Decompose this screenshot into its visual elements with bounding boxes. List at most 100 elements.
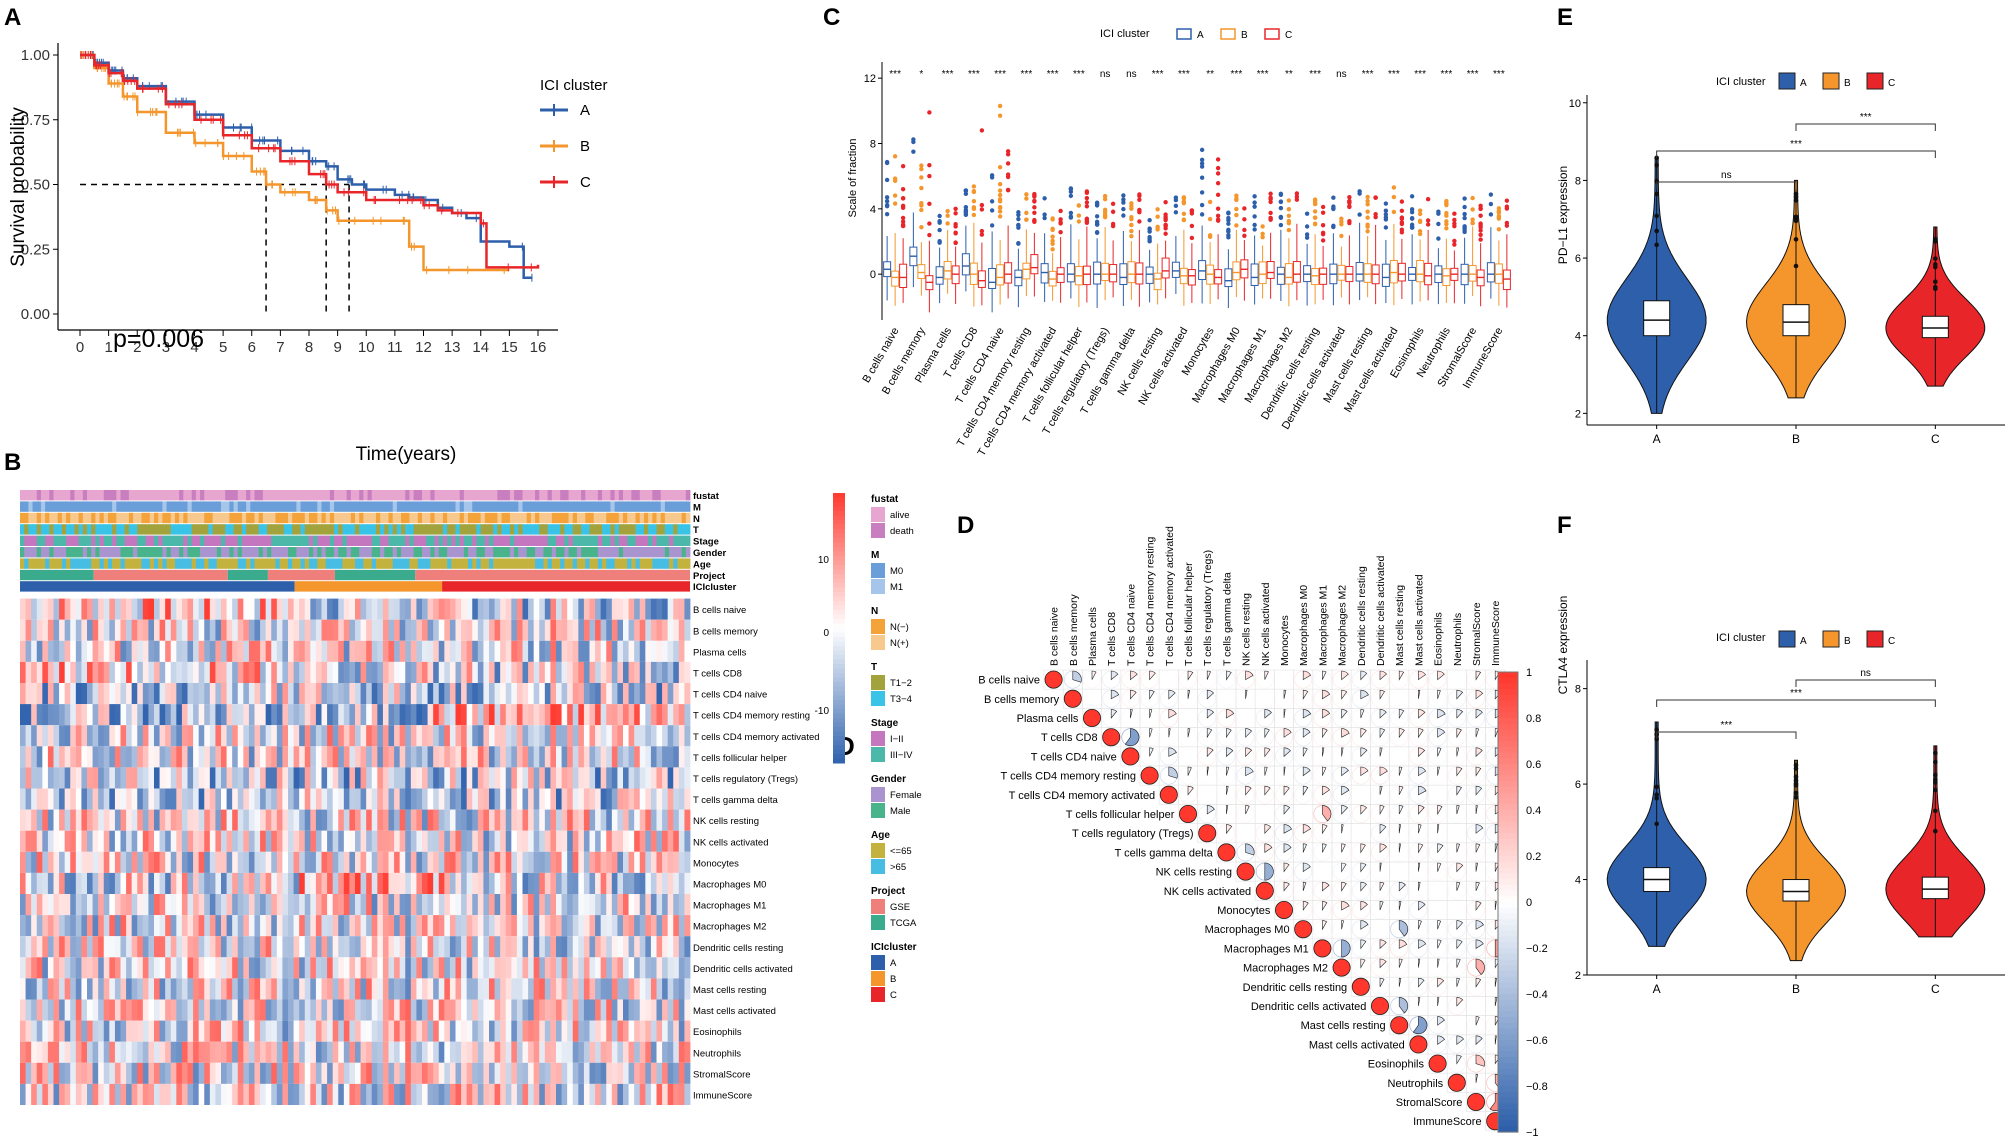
heatmap-cell	[662, 1062, 669, 1084]
annotation-cell	[493, 524, 498, 535]
heatmap-cell	[232, 619, 239, 641]
annotation-cell	[380, 501, 385, 512]
heatmap-cell	[176, 1020, 183, 1042]
heatmap-cell	[98, 936, 105, 958]
heatmap-cell	[416, 746, 423, 768]
box-outlier-C	[1137, 192, 1142, 197]
heatmap-cell	[47, 1083, 54, 1105]
heatmap-cell	[131, 872, 138, 894]
heatmap-cell	[455, 619, 462, 641]
annotation-cell	[589, 547, 595, 558]
heatmap-cell	[293, 598, 300, 620]
heatmap-cell	[528, 661, 535, 683]
box-outlier-A	[1199, 212, 1205, 217]
heatmap-cell	[528, 915, 535, 937]
annotation-cell	[489, 558, 494, 569]
heatmap-cell	[489, 830, 495, 852]
heatmap-cell	[483, 725, 490, 747]
heatmap-cell	[645, 851, 652, 873]
heatmap-cell	[198, 1083, 205, 1105]
heatmap-cell	[394, 851, 401, 873]
heatmap-cell	[64, 725, 71, 747]
annotation-cell	[78, 501, 84, 512]
heatmap-cell	[165, 746, 172, 768]
annotation-cell	[392, 547, 398, 558]
heatmap-cell	[355, 1062, 361, 1084]
heatmap-cell	[500, 809, 507, 831]
annotation-cell	[78, 535, 84, 546]
heatmap-cell	[165, 851, 172, 873]
annotation-cell	[539, 512, 544, 524]
annotation-cell	[74, 547, 80, 558]
heatmap-cell	[265, 894, 272, 916]
annotation-cell	[535, 558, 540, 569]
colorbar-slice	[833, 659, 845, 665]
heatmap-cell	[422, 619, 428, 641]
heatmap-cell	[343, 978, 350, 1000]
heatmap-cell	[293, 1020, 300, 1042]
heatmap-cell	[678, 704, 685, 726]
heatmap-cell	[332, 894, 339, 916]
heatmap-cell	[87, 788, 93, 810]
box-outlier-C	[1163, 222, 1168, 227]
heatmap-cell	[59, 936, 66, 958]
annotation-cell	[141, 535, 147, 546]
heatmap-cell	[572, 936, 579, 958]
annotation-cell	[66, 535, 71, 546]
heatmap-cell	[59, 915, 66, 937]
heatmap-cell	[650, 957, 657, 979]
heatmap-cell	[237, 640, 244, 662]
heatmap-row-label: T cells follicular helper	[693, 753, 787, 764]
heatmap-cell	[656, 830, 663, 852]
annotation-cell	[375, 524, 381, 535]
heatmap-cell	[639, 978, 646, 1000]
annotation-cell	[87, 558, 92, 569]
heatmap-cell	[114, 999, 121, 1021]
heatmap-cell	[623, 640, 629, 662]
heatmap-row-label: B cells naive	[693, 605, 746, 616]
box-outlier-C	[1163, 199, 1168, 205]
heatmap-cell	[539, 704, 546, 726]
heatmap-cell	[288, 957, 294, 979]
heatmap-cell	[81, 872, 88, 894]
annotation-cell	[279, 558, 285, 569]
annotation-cell	[422, 512, 427, 524]
heatmap-cell	[204, 957, 211, 979]
annotation-cell	[551, 512, 557, 524]
heatmap-cell	[321, 640, 328, 662]
heatmap-cell	[36, 809, 43, 831]
colorbar-tick: -10	[815, 706, 830, 717]
heatmap-cell	[198, 725, 205, 747]
heatmap-cell	[427, 894, 434, 916]
heatmap-cell	[606, 1083, 613, 1105]
annotation-cell	[321, 547, 327, 558]
heatmap-cell	[120, 725, 127, 747]
annotation-row-label: Age	[693, 559, 711, 570]
heatmap-cell	[645, 788, 652, 810]
heatmap-cell	[556, 767, 562, 789]
box-outlier-C	[1163, 231, 1168, 236]
annotation-cell	[350, 524, 356, 535]
heatmap-cell	[410, 1041, 417, 1063]
heatmap-cell	[611, 683, 618, 705]
heatmap-cell	[483, 788, 490, 810]
annotation-cell	[204, 524, 209, 535]
heatmap-row-label: Macrophages M0	[693, 879, 766, 890]
heatmap-cell	[31, 830, 38, 852]
annotation-cell	[505, 524, 511, 535]
annotation-cell	[317, 535, 322, 546]
annotation-cell	[246, 524, 251, 535]
heatmap-cell	[276, 1020, 283, 1042]
heatmap-cell	[321, 683, 328, 705]
heatmap-cell	[678, 1041, 685, 1063]
heatmap-cell	[31, 978, 38, 1000]
heatmap-cell	[81, 915, 88, 937]
heatmap-cell	[198, 915, 205, 937]
heatmap-cell	[416, 999, 423, 1021]
heatmap-cell	[321, 767, 328, 789]
heatmap-cell	[109, 683, 116, 705]
heatmap-cell	[64, 661, 71, 683]
heatmap-cell	[511, 619, 518, 641]
heatmap-cell	[561, 704, 568, 726]
heatmap-cell	[427, 872, 434, 894]
